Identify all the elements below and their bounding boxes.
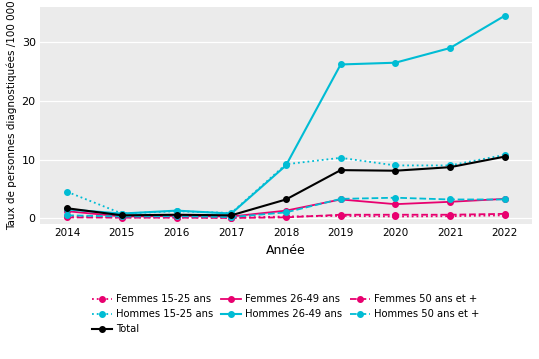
X-axis label: Année: Année [266,244,306,257]
Legend: Femmes 15-25 ans, Hommes 15-25 ans, Total, Femmes 26-49 ans, Hommes 26-49 ans, F: Femmes 15-25 ans, Hommes 15-25 ans, Tota… [92,294,480,334]
Y-axis label: Taux de personnes diagnostiquées /100 000: Taux de personnes diagnostiquées /100 00… [7,1,17,230]
